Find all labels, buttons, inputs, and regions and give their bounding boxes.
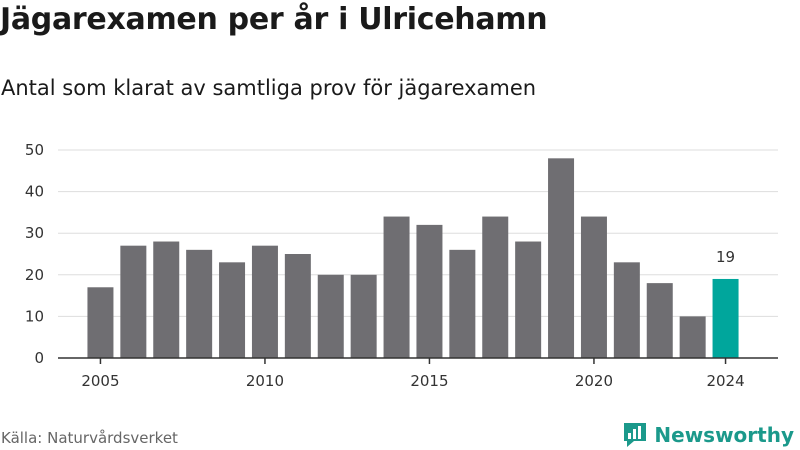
bar <box>416 224 443 358</box>
bar <box>120 245 147 358</box>
labels: 0 10 20 30 40 50 2005 2010 2015 2020 2024 19 <box>25 141 745 390</box>
y-tick-label: 40 <box>25 183 44 201</box>
bars <box>87 158 739 358</box>
y-tick-label: 10 <box>25 307 44 325</box>
x-tick-label: 2010 <box>246 372 284 390</box>
y-tick-label: 20 <box>25 266 44 284</box>
chart-subtitle: Antal som klarat av samtliga prov för jä… <box>1 76 537 100</box>
bar <box>646 283 673 358</box>
x-tick-label: 2024 <box>706 372 744 390</box>
bar <box>186 249 213 358</box>
bar <box>383 216 410 358</box>
brand-logo: Newsworthy <box>622 420 794 450</box>
x-tick-label: 2005 <box>81 372 119 390</box>
bar <box>580 216 607 358</box>
data-label: 19 <box>716 248 735 266</box>
brand-name: Newsworthy <box>654 423 794 447</box>
bar-chart: 0 10 20 30 40 50 2005 2010 2015 2020 2024 19 <box>25 141 778 390</box>
source-note: Källa: Naturvårdsverket <box>1 429 178 447</box>
bar <box>515 241 542 358</box>
bar <box>87 287 114 358</box>
bar <box>317 274 344 358</box>
x-tick-label: 2020 <box>575 372 613 390</box>
bar <box>251 245 278 358</box>
bar <box>284 254 311 358</box>
bar <box>219 262 246 358</box>
bar <box>449 249 476 358</box>
newsworthy-logo-icon <box>624 423 647 447</box>
bar <box>153 241 180 358</box>
bar <box>350 274 377 358</box>
bar <box>679 316 706 358</box>
bar <box>613 262 640 358</box>
x-tick-label: 2015 <box>410 372 448 390</box>
bar-highlight <box>712 278 739 358</box>
bar <box>548 158 575 358</box>
y-tick-label: 50 <box>25 141 44 159</box>
axes <box>58 357 778 364</box>
bar <box>482 216 509 358</box>
chart-title: Jägarexamen per år i Ulricehamn <box>0 2 548 37</box>
y-tick-label: 0 <box>34 349 44 367</box>
y-tick-label: 30 <box>25 224 44 242</box>
